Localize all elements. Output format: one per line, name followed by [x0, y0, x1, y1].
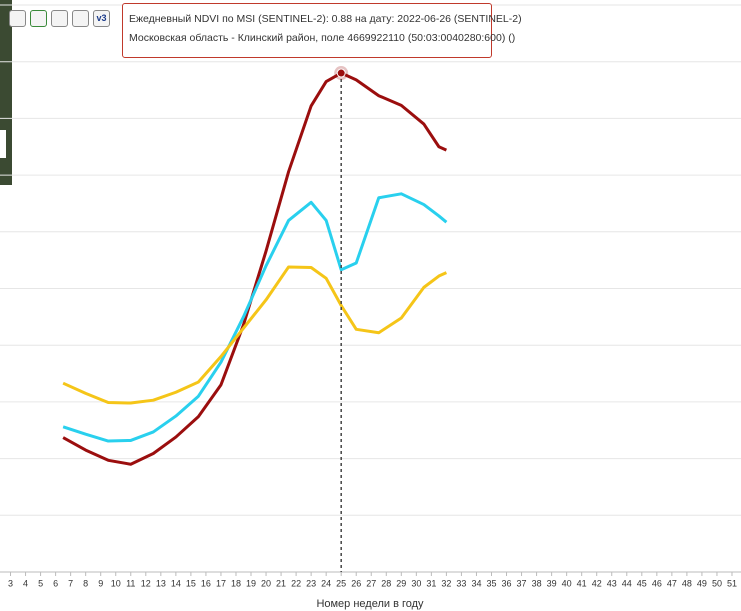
x-tick-label: 25 [336, 578, 346, 588]
series-line [62, 265, 448, 405]
series-line [62, 192, 448, 443]
x-tick-label: 18 [231, 578, 241, 588]
x-tick-label: 13 [156, 578, 166, 588]
x-tick-label: 28 [381, 578, 391, 588]
export-button[interactable] [30, 10, 47, 27]
x-tick-label: 20 [261, 578, 271, 588]
toolbar-button[interactable] [9, 10, 26, 27]
x-tick-label: 12 [141, 578, 151, 588]
x-tick-label: 22 [291, 578, 301, 588]
x-tick-label: 40 [562, 578, 572, 588]
x-tick-label: 3 [8, 578, 13, 588]
x-tick-label: 10 [111, 578, 121, 588]
x-tick-label: 45 [637, 578, 647, 588]
x-tick-label: 21 [276, 578, 286, 588]
map-thumbnail-label [0, 130, 6, 158]
hover-marker [336, 68, 346, 78]
x-tick-label: 4 [23, 578, 28, 588]
x-tick-label: 38 [532, 578, 542, 588]
x-tick-label: 8 [83, 578, 88, 588]
x-tick-label: 14 [171, 578, 181, 588]
x-tick-label: 5 [38, 578, 43, 588]
series-line [62, 71, 448, 466]
x-tick-label: 35 [486, 578, 496, 588]
x-tick-label: 50 [712, 578, 722, 588]
x-tick-label: 9 [98, 578, 103, 588]
x-tick-label: 43 [607, 578, 617, 588]
tooltip-line: Ежедневный NDVI по MSI (SENTINEL-2): 0.8… [129, 13, 522, 25]
tooltip-line: Московская область - Клинский район, пол… [129, 32, 516, 44]
x-tick-label: 6 [53, 578, 58, 588]
x-tick-label: 51 [727, 578, 737, 588]
x-tick-label: 47 [667, 578, 677, 588]
version-button[interactable]: v3 [93, 10, 110, 27]
x-tick-label: 27 [366, 578, 376, 588]
x-tick-label: 17 [216, 578, 226, 588]
x-tick-label: 26 [351, 578, 361, 588]
x-tick-label: 44 [622, 578, 632, 588]
x-tick-label: 34 [471, 578, 481, 588]
x-tick-label: 49 [697, 578, 707, 588]
x-tick-label: 7 [68, 578, 73, 588]
x-tick-label: 36 [502, 578, 512, 588]
x-axis-label: Номер недели в году [316, 598, 424, 610]
x-tick-label: 30 [411, 578, 421, 588]
x-tick-label: 46 [652, 578, 662, 588]
x-tick-label: 37 [517, 578, 527, 588]
view-button[interactable] [72, 10, 89, 27]
x-tick-label: 24 [321, 578, 331, 588]
x-tick-label: 11 [126, 578, 135, 588]
x-tick-label: 48 [682, 578, 692, 588]
x-tick-label: 39 [547, 578, 557, 588]
x-tick-label: 42 [592, 578, 602, 588]
x-tick-label: 19 [246, 578, 256, 588]
x-tick-label: 15 [186, 578, 196, 588]
x-tick-label: 41 [577, 578, 587, 588]
x-tick-label: 16 [201, 578, 211, 588]
tooltip: Ежедневный NDVI по MSI (SENTINEL-2): 0.8… [122, 3, 522, 58]
x-tick-label: 32 [441, 578, 451, 588]
x-tick-label: 29 [396, 578, 406, 588]
x-tick-label: 23 [306, 578, 316, 588]
x-tick-label: 33 [456, 578, 466, 588]
x-tick-label: 31 [426, 578, 436, 588]
print-button[interactable] [51, 10, 68, 27]
